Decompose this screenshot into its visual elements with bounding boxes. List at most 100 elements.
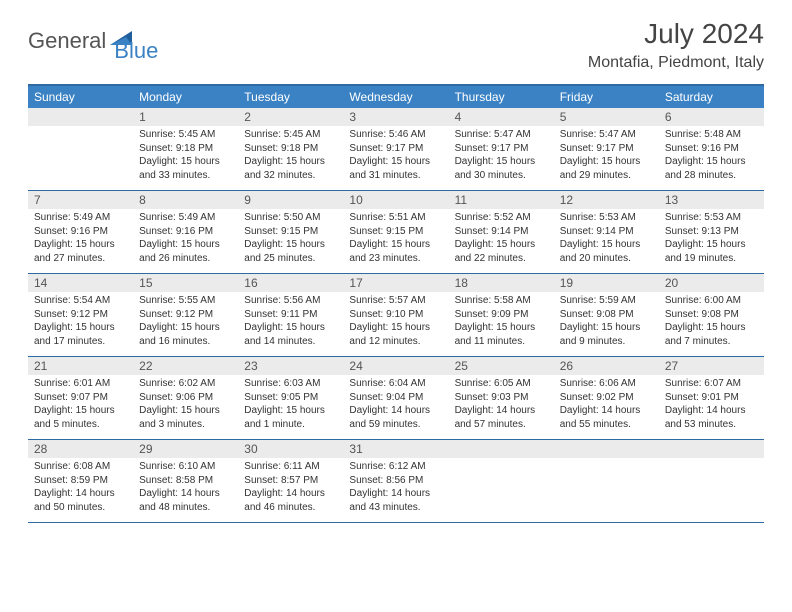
day-info-line: Daylight: 14 hours: [244, 487, 337, 501]
weekday-header: Saturday: [659, 86, 764, 108]
day-info-line: Daylight: 14 hours: [349, 487, 442, 501]
day-info-line: Sunrise: 6:00 AM: [665, 294, 758, 308]
day-number: 13: [659, 191, 764, 209]
day-info-line: and 19 minutes.: [665, 252, 758, 266]
day-info-line: and 50 minutes.: [34, 501, 127, 515]
day-number: 11: [449, 191, 554, 209]
day-info-line: Daylight: 15 hours: [349, 155, 442, 169]
day-info-line: Sunrise: 6:02 AM: [139, 377, 232, 391]
day-info-line: Sunset: 9:16 PM: [665, 142, 758, 156]
weekday-header: Tuesday: [238, 86, 343, 108]
month-title: July 2024: [588, 18, 764, 50]
day-info-line: Sunset: 8:57 PM: [244, 474, 337, 488]
day-info-line: Sunset: 9:05 PM: [244, 391, 337, 405]
day-info-line: and 9 minutes.: [560, 335, 653, 349]
day-info-line: Sunset: 9:17 PM: [349, 142, 442, 156]
day-info-line: and 5 minutes.: [34, 418, 127, 432]
calendar: SundayMondayTuesdayWednesdayThursdayFrid…: [28, 84, 764, 523]
day-info-line: and 27 minutes.: [34, 252, 127, 266]
day-cell: Sunrise: 6:12 AMSunset: 8:56 PMDaylight:…: [343, 458, 448, 522]
day-cell: Sunrise: 6:01 AMSunset: 9:07 PMDaylight:…: [28, 375, 133, 439]
day-number: 27: [659, 357, 764, 375]
day-info-line: Sunset: 9:04 PM: [349, 391, 442, 405]
day-cell: Sunrise: 5:45 AMSunset: 9:18 PMDaylight:…: [133, 126, 238, 190]
day-number: 28: [28, 440, 133, 458]
day-number: 6: [659, 108, 764, 126]
weekday-header: Monday: [133, 86, 238, 108]
day-info-line: and 57 minutes.: [455, 418, 548, 432]
day-number: [449, 440, 554, 458]
day-info-line: Sunset: 9:12 PM: [34, 308, 127, 322]
day-cell: Sunrise: 5:51 AMSunset: 9:15 PMDaylight:…: [343, 209, 448, 273]
day-info-line: Sunset: 9:16 PM: [139, 225, 232, 239]
day-info-line: Sunset: 9:02 PM: [560, 391, 653, 405]
day-info-line: Sunrise: 5:51 AM: [349, 211, 442, 225]
day-info-line: and 53 minutes.: [665, 418, 758, 432]
day-cell: Sunrise: 5:46 AMSunset: 9:17 PMDaylight:…: [343, 126, 448, 190]
day-info-line: and 23 minutes.: [349, 252, 442, 266]
day-info-line: Sunset: 9:13 PM: [665, 225, 758, 239]
day-info-line: and 32 minutes.: [244, 169, 337, 183]
day-cell: Sunrise: 6:05 AMSunset: 9:03 PMDaylight:…: [449, 375, 554, 439]
day-info-line: Daylight: 15 hours: [455, 155, 548, 169]
day-info-line: Daylight: 15 hours: [244, 155, 337, 169]
day-info-line: Sunrise: 5:58 AM: [455, 294, 548, 308]
day-cell: Sunrise: 5:53 AMSunset: 9:14 PMDaylight:…: [554, 209, 659, 273]
day-info-line: Daylight: 15 hours: [139, 238, 232, 252]
day-cell: [659, 458, 764, 522]
location: Montafia, Piedmont, Italy: [588, 54, 764, 72]
day-cell: Sunrise: 5:53 AMSunset: 9:13 PMDaylight:…: [659, 209, 764, 273]
day-info-line: Sunrise: 5:49 AM: [139, 211, 232, 225]
day-cell: Sunrise: 5:57 AMSunset: 9:10 PMDaylight:…: [343, 292, 448, 356]
day-info-line: Daylight: 15 hours: [244, 321, 337, 335]
day-info-line: Daylight: 14 hours: [34, 487, 127, 501]
day-number: [659, 440, 764, 458]
day-info-line: and 43 minutes.: [349, 501, 442, 515]
day-info-line: Sunrise: 5:57 AM: [349, 294, 442, 308]
day-number-row: 21222324252627: [28, 357, 764, 375]
logo-text-blue: Blue: [114, 38, 158, 64]
day-cell: Sunrise: 6:02 AMSunset: 9:06 PMDaylight:…: [133, 375, 238, 439]
day-number: [28, 108, 133, 126]
day-number: 12: [554, 191, 659, 209]
day-info-line: and 31 minutes.: [349, 169, 442, 183]
day-info-line: Daylight: 15 hours: [139, 321, 232, 335]
day-number: 4: [449, 108, 554, 126]
day-number: 26: [554, 357, 659, 375]
day-cell: [449, 458, 554, 522]
day-number: 30: [238, 440, 343, 458]
day-info-line: Sunset: 9:11 PM: [244, 308, 337, 322]
day-info-line: Daylight: 15 hours: [244, 404, 337, 418]
day-info-line: and 25 minutes.: [244, 252, 337, 266]
day-info-line: Daylight: 14 hours: [139, 487, 232, 501]
day-number-row: 123456: [28, 108, 764, 126]
day-number: 1: [133, 108, 238, 126]
day-number: 22: [133, 357, 238, 375]
day-info-line: Daylight: 15 hours: [560, 155, 653, 169]
weekday-header: Sunday: [28, 86, 133, 108]
day-info-line: Sunset: 8:59 PM: [34, 474, 127, 488]
day-info-line: Daylight: 14 hours: [349, 404, 442, 418]
day-cell: Sunrise: 6:08 AMSunset: 8:59 PMDaylight:…: [28, 458, 133, 522]
day-info-line: and 59 minutes.: [349, 418, 442, 432]
day-cell: Sunrise: 5:50 AMSunset: 9:15 PMDaylight:…: [238, 209, 343, 273]
day-number: 17: [343, 274, 448, 292]
day-body-row: Sunrise: 5:49 AMSunset: 9:16 PMDaylight:…: [28, 209, 764, 274]
weekday-header-row: SundayMondayTuesdayWednesdayThursdayFrid…: [28, 86, 764, 108]
day-info-line: Sunrise: 5:55 AM: [139, 294, 232, 308]
day-cell: Sunrise: 6:11 AMSunset: 8:57 PMDaylight:…: [238, 458, 343, 522]
day-info-line: and 30 minutes.: [455, 169, 548, 183]
day-cell: Sunrise: 5:52 AMSunset: 9:14 PMDaylight:…: [449, 209, 554, 273]
weekday-header: Thursday: [449, 86, 554, 108]
day-info-line: Sunset: 9:10 PM: [349, 308, 442, 322]
day-info-line: Sunset: 9:07 PM: [34, 391, 127, 405]
day-number: 7: [28, 191, 133, 209]
day-info-line: Sunset: 9:15 PM: [349, 225, 442, 239]
day-number: 20: [659, 274, 764, 292]
day-info-line: Sunrise: 6:04 AM: [349, 377, 442, 391]
day-info-line: and 17 minutes.: [34, 335, 127, 349]
day-info-line: Sunrise: 5:46 AM: [349, 128, 442, 142]
day-number: 14: [28, 274, 133, 292]
day-info-line: Sunrise: 5:47 AM: [560, 128, 653, 142]
day-info-line: Sunrise: 5:53 AM: [665, 211, 758, 225]
